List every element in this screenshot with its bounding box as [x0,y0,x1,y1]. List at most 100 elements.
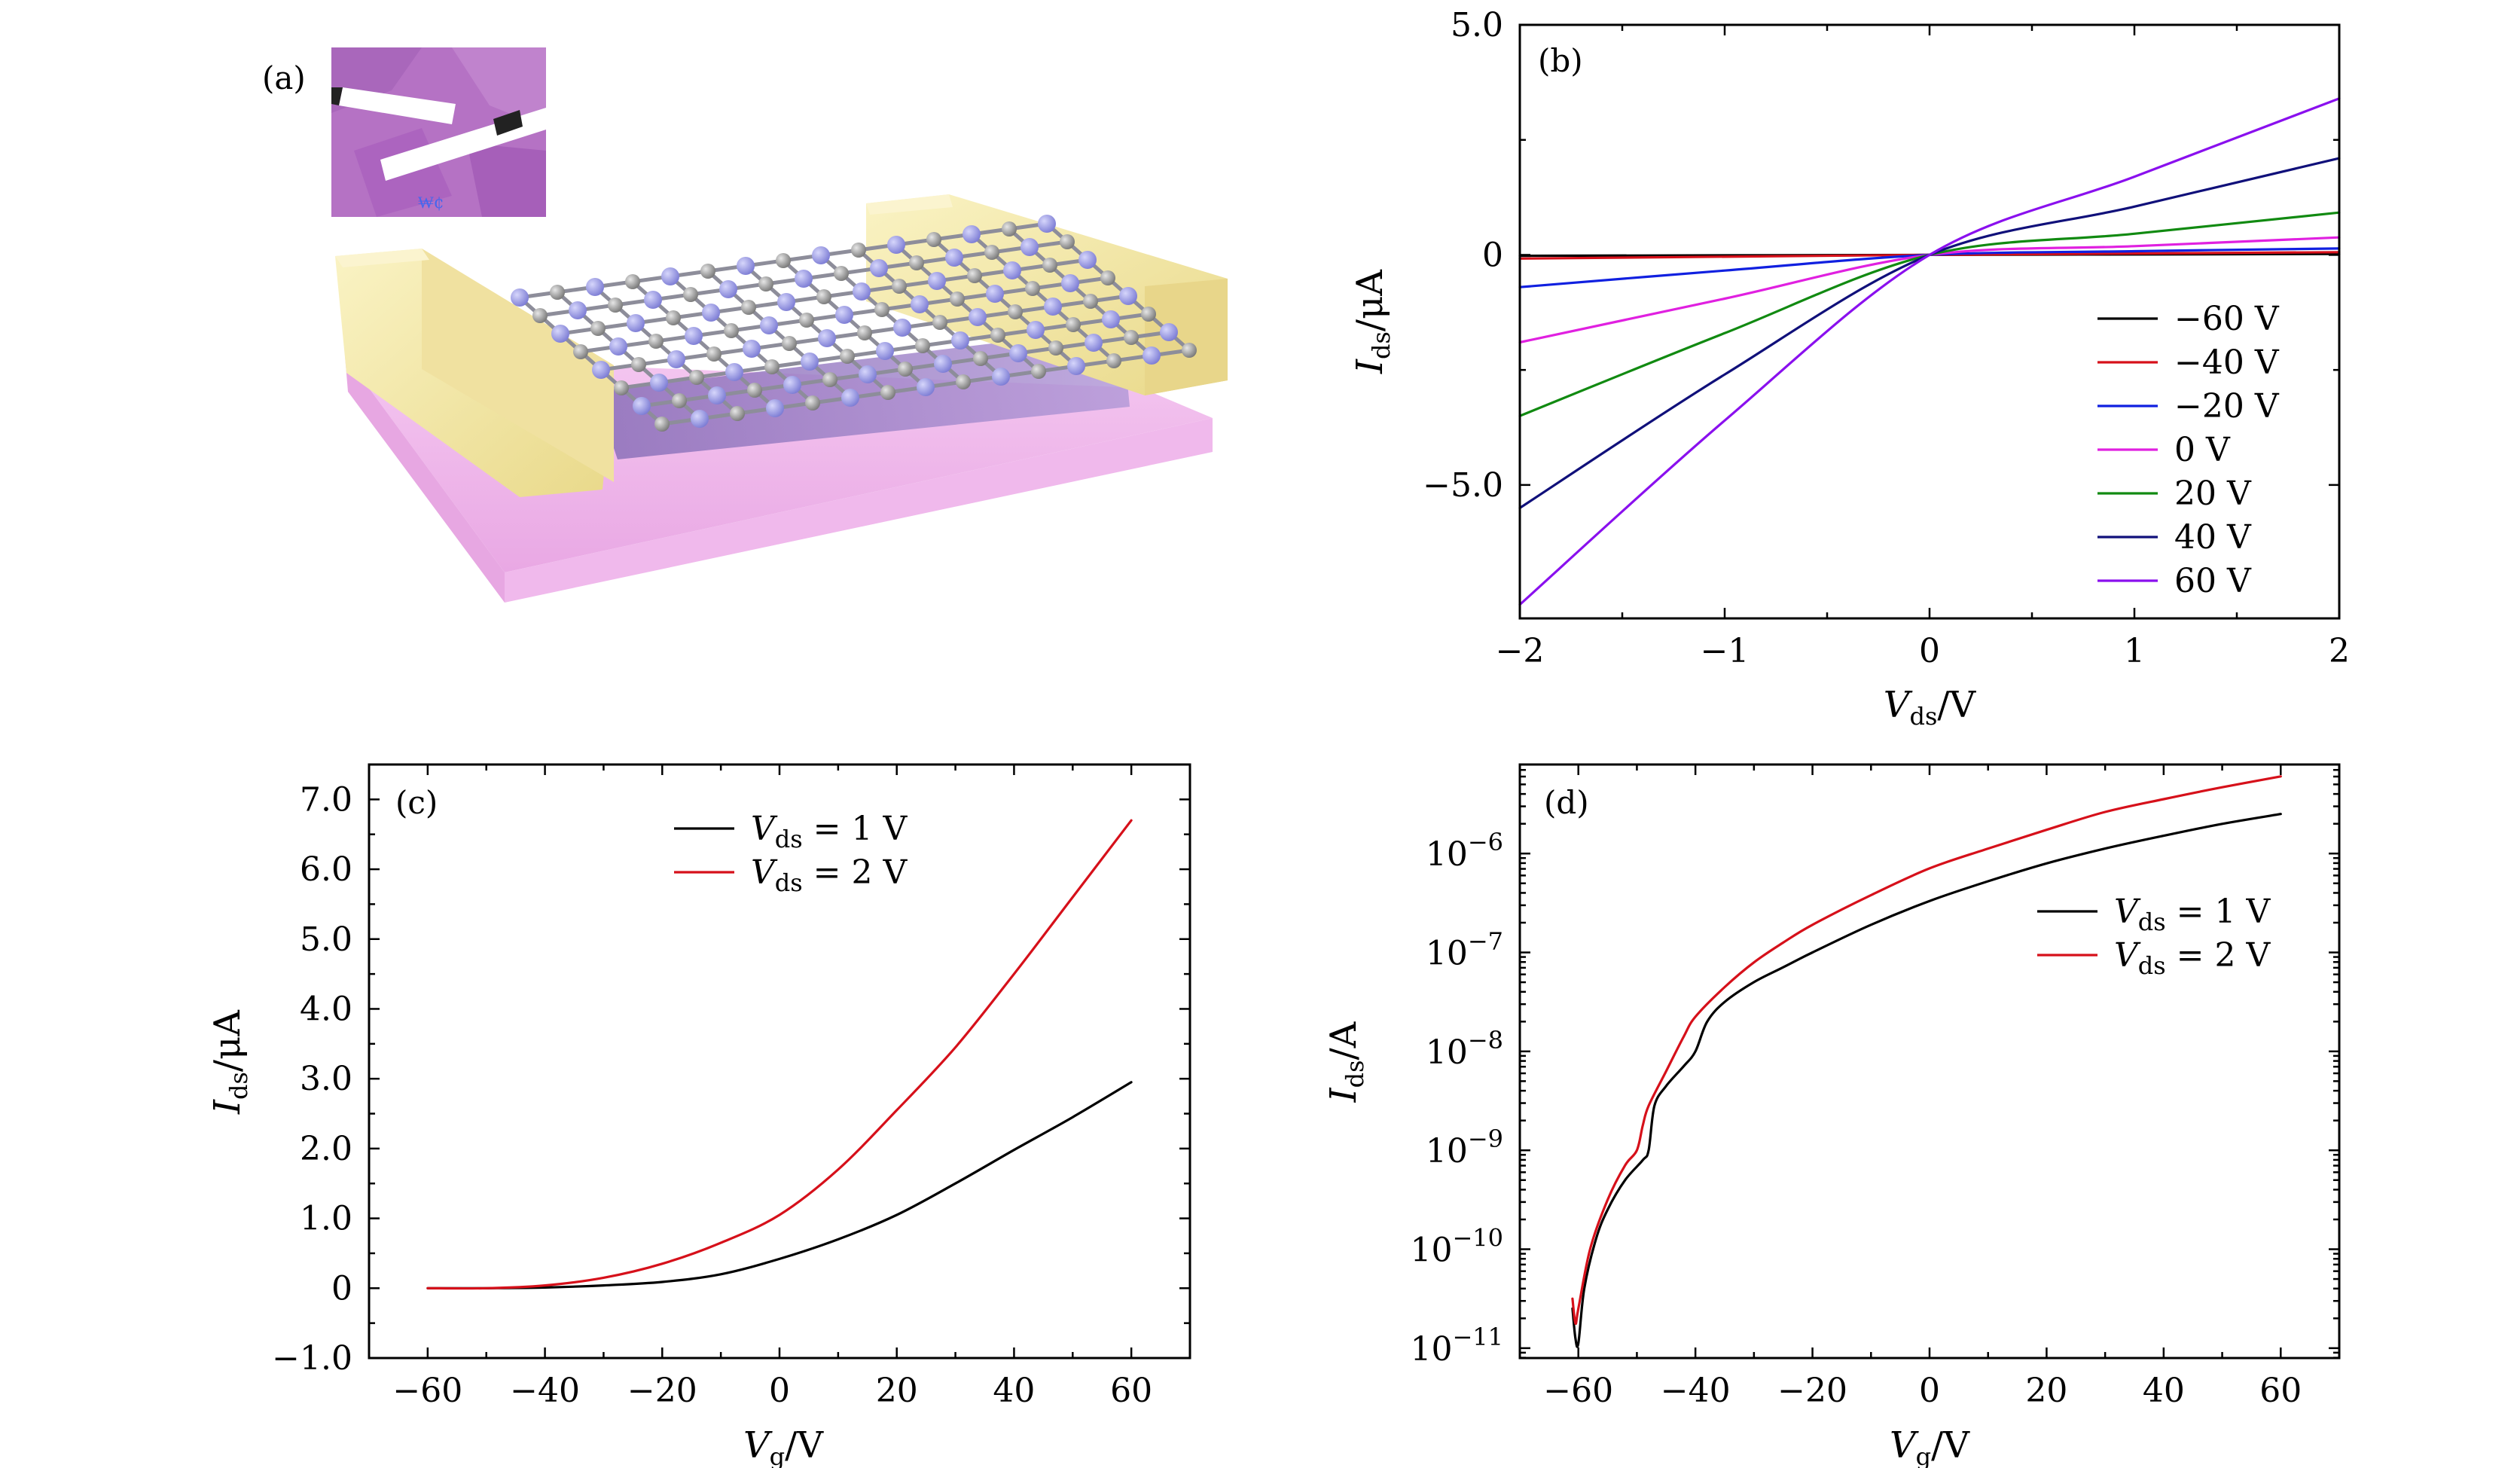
mo-atom [551,325,569,343]
s-atom [776,253,791,268]
series-line [1518,97,2341,606]
c-plot-frame [368,763,1191,1360]
y-tick-label: 5.0 [300,920,352,959]
y-tick-label: 6.0 [300,850,352,889]
legend-label: −60 V [2174,300,2280,338]
y-tick-label: 0 [331,1269,352,1308]
mo-atom [1009,344,1027,362]
mo-atom [1027,321,1045,339]
lattice-atoms [511,215,1197,432]
s-atom [625,274,640,289]
y-tick-label: 3.0 [300,1060,352,1098]
x-tick-label: 1 [2124,632,2145,670]
x-tick-label: −2 [1496,632,1545,670]
y-tick-label: 1.0 [300,1200,352,1238]
s-atom [1083,294,1098,309]
s-atom [1066,317,1081,332]
d-x-axis: −60 −40 −20 0 20 40 60 [1543,765,2302,1410]
x-tick-label: −60 [1543,1372,1613,1410]
mo-atom [887,236,905,254]
mo-atom [1038,215,1056,233]
mo-atom [719,280,737,298]
s-atom [758,276,773,291]
mo-atom [818,329,836,347]
mo-atom [911,295,929,313]
s-atom [614,380,629,395]
mo-atom [835,306,853,324]
mo-atom [627,314,645,332]
x-tick-label: 0 [1919,632,1940,670]
series-line [1571,813,2282,1348]
electrode-strip-1 [339,87,456,124]
y-tick-label: 10−9 [1426,1125,1503,1170]
y-tick-label: 2.0 [300,1130,352,1168]
mo-atom [812,246,830,264]
legend-label: −40 V [2174,343,2280,382]
y-tick-label: −5.0 [1423,466,1503,505]
s-atom [898,362,913,377]
c-panel-label: (c) [395,784,438,821]
mo-atom [859,365,877,383]
y-tick-label: 10−7 [1426,927,1503,973]
d-y-axis: 10−11 10−10 10−9 10−8 10−7 10−6 [1410,768,2339,1369]
mo-atom [609,337,627,356]
legend-label: Vds = 2 V [751,853,908,897]
s-atom [956,374,971,389]
y-tick-label: 7.0 [300,780,352,819]
s-atom [950,291,965,307]
mo-atom [928,272,946,290]
series-line [426,1081,1133,1289]
mo-atom [708,386,726,404]
x-tick-label: −60 [392,1372,462,1410]
y-tick-label: 10−10 [1410,1224,1503,1270]
s-atom [724,323,739,338]
mo-atom [963,225,981,243]
mo-atom [934,355,952,373]
d-series-group [1571,775,2282,1348]
s-atom [550,285,565,300]
d-x-label: Vg/V [1890,1424,1970,1468]
s-atom [532,308,548,323]
mo-atom [853,282,871,301]
x-tick-label: 60 [1110,1372,1152,1410]
mo-atom [777,293,795,311]
x-tick-label: −40 [1661,1372,1731,1410]
c-y-axis: −1.0 0 1.0 2.0 3.0 4.0 5.0 6.0 7.0 [272,780,1190,1378]
s-atom [926,232,941,247]
s-atom [834,266,849,281]
s-atom [1008,304,1023,319]
s-atom [1100,270,1115,285]
mo-atom [1067,357,1085,375]
s-atom [654,417,670,432]
y-tick-label: 10−11 [1410,1323,1503,1369]
s-atom [915,338,930,353]
mo-atom [650,374,668,392]
s-atom [874,302,889,317]
legend-label: Vds = 2 V [2114,936,2271,980]
s-atom [1025,281,1040,296]
b-y-axis: 5.0 0 −5.0 [1423,6,2339,505]
mo-atom [766,399,784,417]
s-atom [730,406,745,421]
mo-atom [1021,238,1039,256]
s-atom [973,351,988,366]
c-x-axis: −60 −40 −20 0 20 40 60 [392,765,1152,1410]
mo-atom [633,397,651,415]
mo-atom [685,327,703,345]
x-tick-label: 20 [2025,1372,2067,1410]
mo-atom [702,304,720,322]
mo-atom [1102,310,1120,328]
d-plot-frame [1518,763,2341,1360]
mo-atom [1044,298,1062,316]
c-y-label: Ids/μA [206,1009,253,1115]
s-atom [1141,307,1156,322]
mo-atom [1119,287,1137,305]
x-tick-label: −40 [510,1372,580,1410]
mo-atom [1078,251,1097,269]
s-atom [822,372,837,387]
mos2-lattice [511,215,1197,432]
x-tick-label: 40 [2143,1372,2185,1410]
s-atom [1048,340,1063,356]
